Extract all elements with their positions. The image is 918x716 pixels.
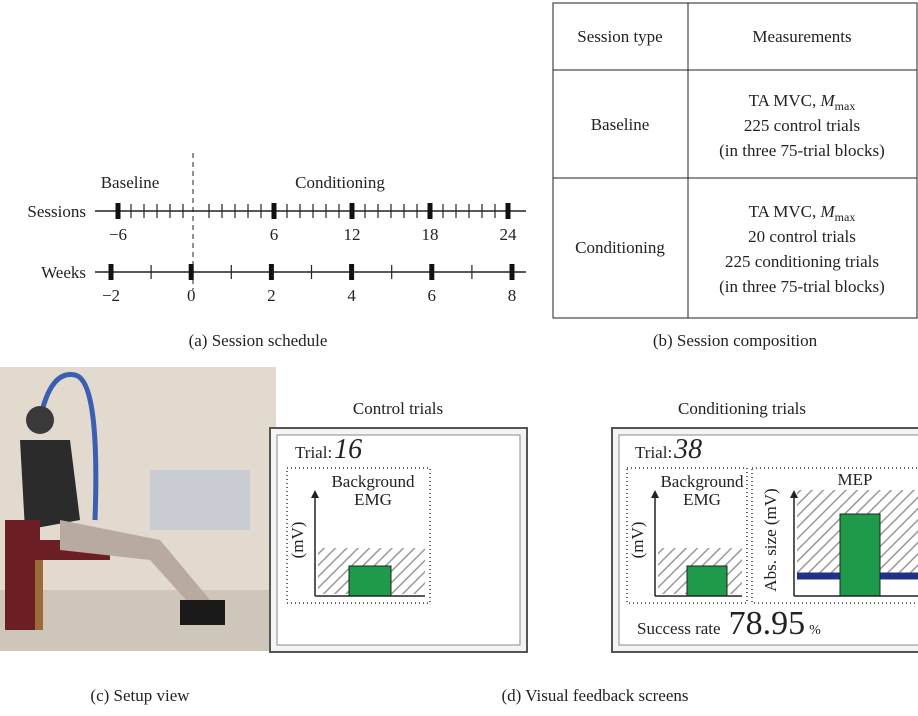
measurement-line: TA MVC, Mmax bbox=[749, 91, 856, 113]
axis-label: (mV) bbox=[628, 522, 647, 559]
tick-label: 24 bbox=[500, 225, 518, 244]
tick-label: 4 bbox=[347, 286, 356, 305]
plot-title: EMG bbox=[683, 490, 721, 509]
tick-label: 2 bbox=[267, 286, 276, 305]
axis-label: Sessions bbox=[27, 202, 86, 221]
major-tick bbox=[506, 203, 511, 219]
major-tick bbox=[429, 264, 434, 280]
session-type: Conditioning bbox=[575, 238, 665, 257]
measurement-line: (in three 75-trial blocks) bbox=[719, 277, 885, 296]
measurement-line: TA MVC, Mmax bbox=[749, 202, 856, 224]
session-schedule: Baseline Conditioning Sessions Weeks (a)… bbox=[27, 153, 526, 350]
screen bbox=[277, 435, 520, 645]
measurement-line: 225 control trials bbox=[744, 116, 860, 135]
plot-title: Background bbox=[660, 472, 744, 491]
symbol: M bbox=[820, 91, 836, 110]
axis-label: (mV) bbox=[288, 522, 307, 559]
table-header: Session type bbox=[577, 27, 662, 46]
caption: (b) Session composition bbox=[653, 331, 818, 350]
setup-photo: (c) Setup view bbox=[0, 367, 276, 705]
major-tick bbox=[189, 264, 194, 280]
success-label: Success rate bbox=[637, 619, 721, 638]
major-tick bbox=[350, 203, 355, 219]
feedback-bar bbox=[840, 514, 880, 596]
session-type: Baseline bbox=[591, 115, 650, 134]
axis-label: Weeks bbox=[41, 263, 86, 282]
trial-number: 38 bbox=[673, 434, 702, 465]
major-tick bbox=[272, 203, 277, 219]
trial-number: 16 bbox=[334, 434, 362, 465]
tick-label: 18 bbox=[422, 225, 439, 244]
trial-label: Trial: bbox=[295, 443, 332, 462]
symbol: M bbox=[820, 202, 836, 221]
tick-label: −2 bbox=[102, 286, 120, 305]
caption: (c) Setup view bbox=[90, 686, 190, 705]
trial-label: Trial: bbox=[635, 443, 672, 462]
success-unit: % bbox=[809, 623, 821, 638]
caption: (a) Session schedule bbox=[189, 331, 328, 350]
major-tick bbox=[428, 203, 433, 219]
caption: (d) Visual feedback screens bbox=[502, 686, 689, 705]
major-tick bbox=[349, 264, 354, 280]
plot-title: EMG bbox=[354, 490, 392, 509]
major-tick bbox=[510, 264, 515, 280]
composition-table: Session type Measurements Baseline Condi… bbox=[553, 3, 917, 350]
text: TA MVC, bbox=[749, 91, 821, 110]
major-tick bbox=[109, 264, 114, 280]
measurement-line: (in three 75-trial blocks) bbox=[719, 141, 885, 160]
axis-label: Abs. size (mV) bbox=[761, 488, 780, 591]
tick-label: 0 bbox=[187, 286, 196, 305]
text: TA MVC, bbox=[749, 202, 821, 221]
tick-label: 12 bbox=[344, 225, 361, 244]
tick-label: 8 bbox=[508, 286, 517, 305]
major-tick bbox=[116, 203, 121, 219]
subscript: max bbox=[835, 99, 856, 113]
screen-title: Conditioning trials bbox=[678, 399, 806, 418]
tick-label: 6 bbox=[270, 225, 279, 244]
screen-title: Control trials bbox=[353, 399, 443, 418]
success-value: 78.95 bbox=[729, 605, 806, 642]
measurement-line: 20 control trials bbox=[748, 227, 856, 246]
table-header: Measurements bbox=[752, 27, 851, 46]
tick-label: −6 bbox=[109, 225, 127, 244]
tick-label: 6 bbox=[428, 286, 437, 305]
phase-label: Conditioning bbox=[295, 173, 385, 192]
figure: Baseline Conditioning Sessions Weeks (a)… bbox=[0, 0, 918, 711]
measurement-line: 225 conditioning trials bbox=[725, 252, 879, 271]
plot-title: MEP bbox=[838, 470, 873, 489]
phase-label: Baseline bbox=[101, 173, 160, 192]
subscript: max bbox=[835, 210, 856, 224]
feedback-bar bbox=[687, 566, 727, 596]
major-tick bbox=[269, 264, 274, 280]
plot-title: Background bbox=[331, 472, 415, 491]
feedback-screens: Control trials Conditioning trials Trial… bbox=[270, 399, 918, 705]
feedback-bar bbox=[349, 566, 391, 596]
